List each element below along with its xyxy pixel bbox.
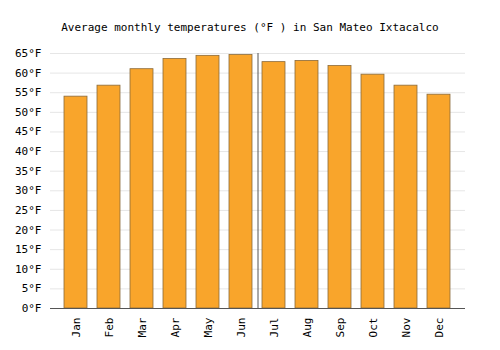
- svg-text:Feb: Feb: [103, 318, 116, 338]
- svg-text:Oct: Oct: [367, 318, 380, 338]
- svg-text:20°F: 20°F: [15, 224, 42, 237]
- html-text:Average monthly temperatures (: Average monthly temperatures (°F ) in Sa…: [61, 21, 439, 34]
- svg-text:Jul: Jul: [268, 318, 281, 338]
- svg-text:Dec: Dec: [433, 318, 446, 338]
- svg-text:30°F: 30°F: [15, 184, 42, 197]
- svg-text:65°F: 65°F: [15, 47, 42, 60]
- svg-text:May: May: [202, 317, 215, 337]
- svg-text:10°F: 10°F: [15, 263, 42, 276]
- svg-text:50°F: 50°F: [15, 106, 42, 119]
- svg-text:55°F: 55°F: [15, 86, 42, 99]
- svg-text:45°F: 45°F: [15, 125, 42, 138]
- svg-text:Jun: Jun: [235, 318, 248, 338]
- svg-text:Mar: Mar: [136, 317, 149, 337]
- svg-text:Nov: Nov: [400, 317, 413, 337]
- svg-text:35°F: 35°F: [15, 165, 42, 178]
- svg-text:Sep: Sep: [334, 318, 347, 338]
- svg-text:60°F: 60°F: [15, 67, 42, 80]
- svg-text:0°F: 0°F: [22, 302, 42, 315]
- svg-text:5°F: 5°F: [22, 282, 42, 295]
- svg-text:40°F: 40°F: [15, 145, 42, 158]
- svg-text:15°F: 15°F: [15, 243, 42, 256]
- svg-text:25°F: 25°F: [15, 204, 42, 217]
- svg-text:Apr: Apr: [169, 317, 182, 337]
- svg-text:Aug: Aug: [301, 318, 314, 338]
- svg-text:Jan: Jan: [70, 318, 83, 338]
